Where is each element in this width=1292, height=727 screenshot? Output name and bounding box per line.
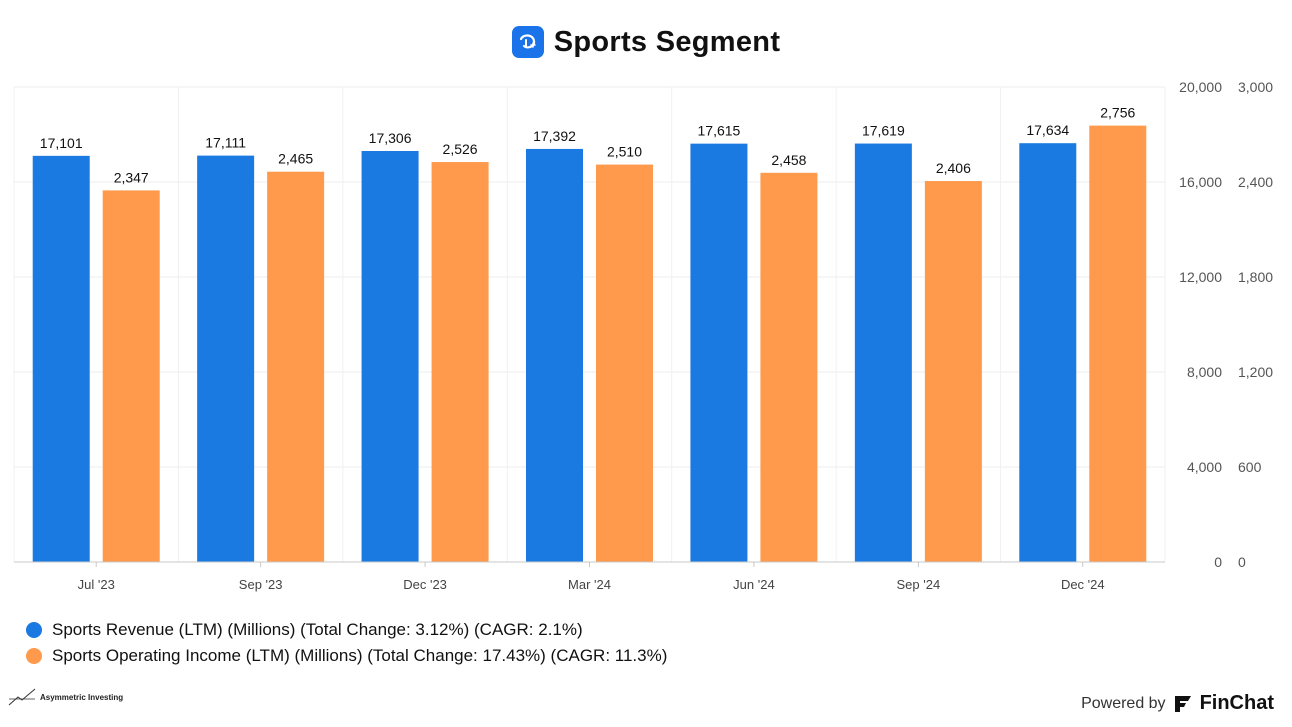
bar-sports-revenue — [197, 155, 255, 562]
x-tick-label: Jun '24 — [733, 577, 775, 592]
y-right-tick-label: 1,200 — [1238, 364, 1273, 380]
bar-sports-operating-income — [760, 172, 818, 563]
finchat-text: FinChat — [1199, 692, 1274, 714]
finchat-logo-icon — [1174, 695, 1191, 712]
axes: 0 4,000 8,000 12,000 16,000 20,000 0 600 1,200 1,… — [14, 79, 1273, 592]
powered-by-text: Powered by — [1081, 694, 1166, 712]
bar-sports-operating-income — [1089, 125, 1147, 562]
legend-item-revenue[interactable]: Sports Revenue (LTM) (Millions) (Total C… — [26, 617, 667, 643]
legend-dot-operating-income — [26, 648, 42, 664]
bar-sports-revenue — [361, 150, 419, 563]
data-label-sports-revenue: 17,306 — [369, 130, 412, 146]
chart-legend: Sports Revenue (LTM) (Millions) (Total C… — [26, 617, 667, 669]
y-left-tick-label: 0 — [1214, 554, 1222, 570]
bar-series — [32, 125, 1147, 563]
x-tick-label: Mar '24 — [568, 577, 611, 592]
data-label-sports-revenue: 17,392 — [533, 128, 576, 144]
data-label-sports-operating-income: 2,458 — [771, 152, 806, 168]
data-label-sports-operating-income: 2,347 — [114, 169, 149, 185]
bar-sports-operating-income — [596, 164, 653, 562]
data-label-sports-operating-income: 2,465 — [278, 151, 313, 167]
bar-sports-operating-income — [924, 181, 982, 563]
data-label-sports-revenue: 17,111 — [205, 135, 246, 151]
y-left-tick-label: 20,000 — [1179, 79, 1222, 95]
data-label-sports-revenue: 17,615 — [698, 123, 741, 139]
y-left-tick-label: 4,000 — [1187, 459, 1222, 475]
bar-sports-revenue — [526, 148, 583, 562]
y-left-tick-label: 8,000 — [1187, 364, 1222, 380]
asymmetric-investing-brand: Asymmetric Investing — [8, 688, 123, 706]
y-left-tick-label: 16,000 — [1179, 174, 1222, 190]
finchat-brand[interactable]: Powered by FinChat — [1081, 692, 1274, 715]
bar-sports-revenue — [32, 155, 90, 562]
x-tick-label: Jul '23 — [78, 577, 115, 592]
x-tick-label: Dec '23 — [403, 577, 447, 592]
asymmetric-investing-logo-icon — [8, 688, 36, 706]
bar-sports-revenue — [690, 143, 748, 563]
disney-plus-logo-icon — [511, 26, 544, 58]
legend-dot-revenue — [26, 622, 42, 638]
bar-sports-operating-income — [267, 171, 325, 562]
y-left-tick-label: 12,000 — [1179, 269, 1222, 285]
data-label-sports-revenue: 17,634 — [1026, 122, 1069, 138]
bar-sports-operating-income — [431, 162, 489, 563]
data-label-sports-operating-income: 2,526 — [443, 141, 478, 157]
asymmetric-investing-text: Asymmetric Investing — [40, 692, 124, 702]
y-right-tick-label: 1,800 — [1238, 269, 1273, 285]
x-tick-label: Sep '23 — [239, 577, 283, 592]
x-tick-label: Sep '24 — [897, 577, 941, 592]
data-label-sports-operating-income: 2,756 — [1100, 105, 1135, 121]
legend-item-operating-income[interactable]: Sports Operating Income (LTM) (Millions)… — [26, 643, 667, 669]
data-label-sports-revenue: 17,619 — [862, 123, 905, 139]
legend-label-operating-income: Sports Operating Income (LTM) (Millions)… — [52, 646, 668, 665]
grid-lines — [13, 86, 1166, 562]
y-right-tick-label: 3,000 — [1238, 79, 1273, 95]
chart-header: Sports Segment — [0, 22, 1292, 62]
bar-sports-revenue — [854, 143, 912, 562]
data-label-sports-operating-income: 2,510 — [607, 144, 642, 160]
bar-sports-operating-income — [102, 190, 160, 562]
data-labels: 17,101 2,347 17,111 2,465 17,306 2,526 17,392 2… — [40, 105, 1136, 186]
y-right-tick-label: 600 — [1238, 459, 1262, 475]
bar-sports-revenue — [1019, 143, 1077, 562]
bar-chart: 17,101 2,347 17,111 2,465 17,306 2,526 17,392 2… — [13, 79, 1273, 592]
y-right-tick-label: 0 — [1238, 554, 1246, 570]
legend-label-revenue: Sports Revenue (LTM) (Millions) (Total C… — [52, 620, 583, 639]
x-tick-label: Dec '24 — [1061, 577, 1105, 592]
data-label-sports-revenue: 17,101 — [40, 135, 83, 151]
data-label-sports-operating-income: 2,406 — [936, 160, 971, 176]
chart-title: Sports Segment — [553, 25, 781, 58]
y-right-tick-label: 2,400 — [1238, 174, 1273, 190]
